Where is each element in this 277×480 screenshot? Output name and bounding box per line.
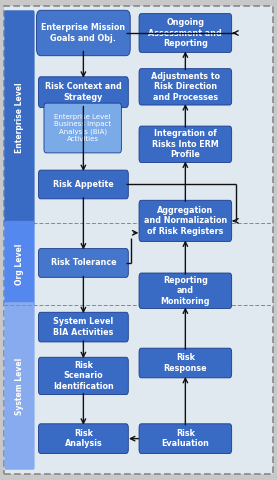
Text: Enterprise Level: Enterprise Level bbox=[15, 83, 24, 153]
Text: Enterprise Level
Business Impact
Analysis (BIA)
Activities: Enterprise Level Business Impact Analysi… bbox=[54, 114, 111, 142]
Text: Risk Context and
Strategy: Risk Context and Strategy bbox=[45, 83, 122, 102]
FancyBboxPatch shape bbox=[139, 348, 232, 378]
Text: Risk
Scenario
Identification: Risk Scenario Identification bbox=[53, 361, 114, 391]
FancyBboxPatch shape bbox=[139, 273, 232, 309]
Text: Risk Appetite: Risk Appetite bbox=[53, 180, 114, 189]
Text: System Level: System Level bbox=[15, 357, 24, 415]
Text: Aggregation
and Normalization
of Risk Registers: Aggregation and Normalization of Risk Re… bbox=[144, 206, 227, 236]
Text: Ongoing
Assessment and
Reporting: Ongoing Assessment and Reporting bbox=[148, 18, 222, 48]
FancyBboxPatch shape bbox=[139, 13, 232, 52]
FancyBboxPatch shape bbox=[139, 126, 232, 162]
Text: Risk
Response: Risk Response bbox=[163, 353, 207, 372]
FancyBboxPatch shape bbox=[4, 302, 35, 470]
Text: Reporting
and
Monitoring: Reporting and Monitoring bbox=[161, 276, 210, 306]
Text: Org Level: Org Level bbox=[15, 243, 24, 285]
FancyBboxPatch shape bbox=[139, 424, 232, 454]
Text: Risk
Analysis: Risk Analysis bbox=[65, 429, 102, 448]
FancyBboxPatch shape bbox=[37, 10, 130, 56]
Text: System Level
BIA Activities: System Level BIA Activities bbox=[53, 317, 114, 337]
FancyBboxPatch shape bbox=[139, 200, 232, 241]
FancyBboxPatch shape bbox=[39, 312, 128, 342]
FancyBboxPatch shape bbox=[39, 77, 128, 108]
FancyBboxPatch shape bbox=[39, 424, 128, 454]
FancyBboxPatch shape bbox=[44, 103, 121, 153]
FancyBboxPatch shape bbox=[139, 69, 232, 105]
Text: Enterprise Mission
Goals and Obj.: Enterprise Mission Goals and Obj. bbox=[41, 24, 125, 43]
Text: Risk Tolerance: Risk Tolerance bbox=[51, 258, 116, 267]
FancyBboxPatch shape bbox=[4, 221, 35, 307]
FancyBboxPatch shape bbox=[39, 170, 128, 199]
FancyBboxPatch shape bbox=[39, 249, 128, 277]
Text: Risk
Evaluation: Risk Evaluation bbox=[161, 429, 209, 448]
FancyBboxPatch shape bbox=[4, 10, 35, 226]
FancyBboxPatch shape bbox=[4, 6, 273, 474]
Text: Adjustments to
Risk Direction
and Processes: Adjustments to Risk Direction and Proces… bbox=[151, 72, 220, 102]
Text: Integration of
Risks Into ERM
Profile: Integration of Risks Into ERM Profile bbox=[152, 130, 219, 159]
FancyBboxPatch shape bbox=[39, 357, 128, 395]
